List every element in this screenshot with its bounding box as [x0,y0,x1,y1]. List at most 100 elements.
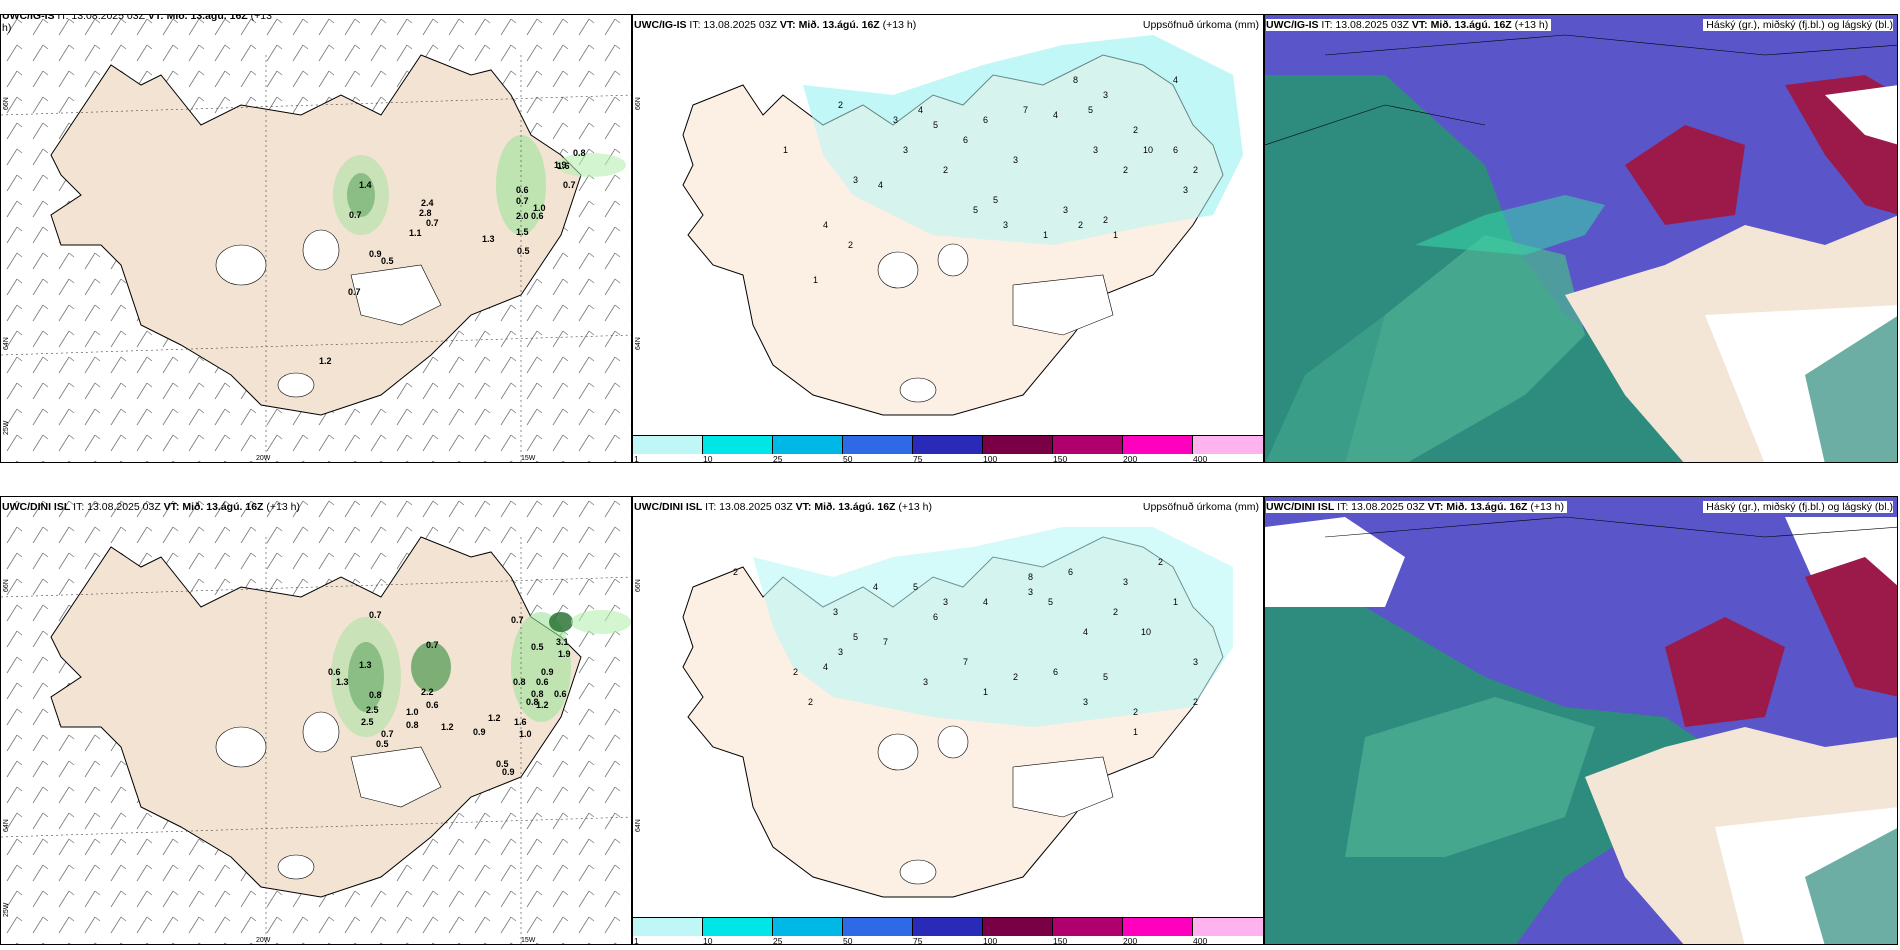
colorbar-bin [913,918,983,936]
value: 1.0 [406,707,419,717]
value: 2 [1113,607,1119,617]
panel-header: UWC/IG-IS IT: 13.08.2025 03Z VT: Mið. 13… [2,14,272,34]
value: 4 [823,220,829,230]
value: 3 [1028,587,1034,597]
colorbar-bin [1053,918,1123,936]
value: 2 [1013,672,1019,682]
valid-time: VT: Mið. 13.ágú. 16Z [779,19,880,31]
value: 2 [943,165,949,175]
value: 1 [813,275,819,285]
value: 5 [1088,105,1094,115]
value: 2 [808,697,814,707]
value: 1 [1043,230,1049,240]
lat-label-66: 66N [635,579,642,592]
value: 1 [983,687,989,697]
colorbar-bin [983,436,1053,454]
value: 1.0 [533,203,546,213]
value: 0.5 [531,642,544,652]
colorbar-tick: 75 [913,454,923,463]
value: 1.5 [516,227,529,237]
panel-header: UWC/IG-IS IT: 13.08.2025 03Z VT: Mið. 13… [1266,19,1552,31]
iceland-precip-map [682,527,1233,898]
panel-ig-is-precip: UWC/IG-IS IT: 13.08.2025 03Z VT: Mið. 13… [632,14,1264,463]
colorbar-tick: 50 [843,936,853,945]
value: 0.5 [381,256,394,266]
iceland-wind-map [1,15,631,462]
value: 1 [1173,597,1179,607]
value: 0.6 [328,667,341,677]
colorbar-bin [913,436,983,454]
value: 2 [1133,125,1139,135]
value: 0.5 [496,759,509,769]
lon-label-25w: 25W [3,902,10,917]
value: 5 [1103,672,1109,682]
value: 2 [1078,220,1084,230]
value: 6 [1068,567,1074,577]
field-title: Háský (gr.), miðský (fj.bl.) og lágský (… [1703,501,1893,513]
colorbar-tick: 75 [913,936,923,945]
panel-header: UWC/IG-IS IT: 13.08.2025 03Z VT: Mið. 13… [634,19,916,31]
value: 0.9 [473,727,486,737]
value: 4 [1053,110,1059,120]
value: 0.7 [349,210,362,220]
lead-time: (+13 h) [898,501,932,513]
valid-time: VT: Mið. 13.ágú. 16Z [795,501,896,513]
value: 0.6 [531,211,544,221]
lat-label-64: 64N [635,819,642,832]
model-label: UWC/DINI ISL [634,501,703,513]
value: 0.8 [369,690,382,700]
colorbar-tick: 1 [634,454,639,463]
value: 0.6 [516,185,529,195]
value: 1.0 [519,729,532,739]
colorbar-tick: 400 [1193,936,1208,945]
value: 0.6 [536,677,549,687]
colorbar-bin [1193,436,1263,454]
value: 5 [913,582,919,592]
model-label: UWC/IG-IS [1266,19,1319,31]
panel-header: UWC/DINI ISL IT: 13.08.2025 03Z VT: Mið.… [1266,501,1567,513]
value: 0.9 [541,667,554,677]
value: 5 [853,632,859,642]
value: 3 [1013,155,1019,165]
value: 4 [873,582,879,592]
value: 0.7 [348,287,361,297]
value: 0.6 [426,700,439,710]
value: 3 [838,647,844,657]
value: 1.2 [441,722,454,732]
value: 0.7 [369,610,382,620]
value: 3 [1183,185,1189,195]
model-label: UWC/DINI ISL [1266,501,1335,513]
colorbar-tick: 150 [1053,454,1068,463]
value: 1.3 [482,234,495,244]
value: 6 [983,115,989,125]
value: 1.2 [319,356,332,366]
value: 1.6 [557,161,570,171]
value: 0.7 [516,196,529,206]
colorbar-bin [633,436,703,454]
value: 2 [793,667,799,677]
model-label: UWC/IG-IS [634,19,687,31]
lead-time: (+13 [250,14,272,22]
valid-time: VT: Mið. 13.ágú. 16Z [163,501,264,513]
value: 0.8 [526,697,539,707]
field-title: Uppsöfnuð úrkoma (mm) [1142,19,1259,31]
valid-time: VT: Mið. 13.ágú. 16Z [1411,19,1512,31]
value: 0.7 [426,640,439,650]
value: 0.7 [426,218,439,228]
precip-colorbar [633,917,1263,938]
value: 0.7 [381,729,394,739]
colorbar-tick: 150 [1053,936,1068,945]
value: 2.5 [366,705,379,715]
value: 10 [1141,627,1152,637]
lead-time: (+13 h) [882,19,917,31]
colorbar-bin [1123,436,1193,454]
value: 0.6 [554,689,567,699]
precip-colorbar [633,435,1263,456]
value: 2.2 [421,687,434,697]
colorbar-bin [1053,436,1123,454]
lead-time: (+13 h) [1530,501,1564,513]
issue-time: IT: 13.08.2025 03Z [689,19,777,31]
value: 3 [1093,145,1099,155]
panel-ig-is-clouds: UWC/IG-IS IT: 13.08.2025 03Z VT: Mið. 13… [1264,14,1898,463]
issue-time: IT: 13.08.2025 03Z [705,501,793,513]
